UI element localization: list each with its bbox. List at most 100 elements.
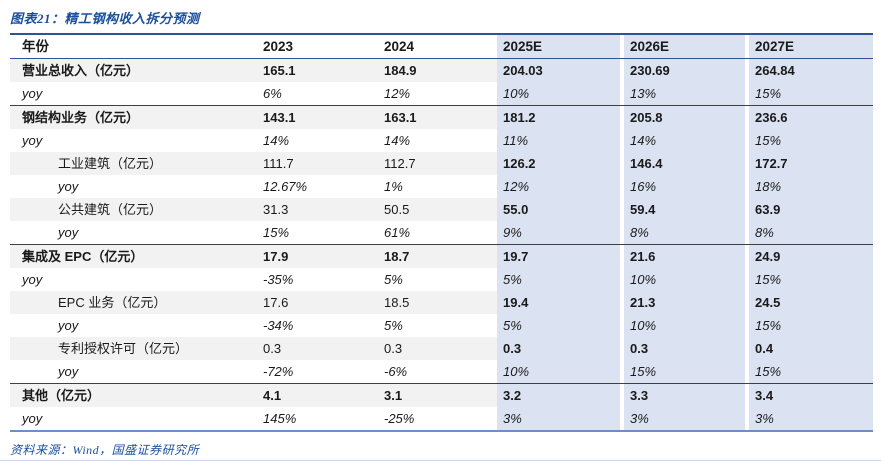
value-cell-2026E: 0.3: [624, 337, 749, 360]
row-label: yoy: [22, 86, 43, 101]
row-label: yoy: [22, 411, 43, 426]
value-cell-2027E: 236.6: [749, 106, 873, 129]
value-cell-2026E: 10%: [624, 314, 749, 337]
value-cell-2024: -6%: [384, 364, 408, 379]
value-cell-2026E: 21.3: [624, 291, 749, 314]
value-cell-2024: 14%: [384, 133, 411, 148]
value-cell-2026E: 230.69: [624, 59, 749, 82]
value-cell-2023: 15%: [263, 225, 290, 240]
table-row: yoy -35% 5% 5% 10% 15%: [10, 268, 873, 291]
value-cell-2024: 1%: [384, 179, 403, 194]
value-cell-2023: 145%: [263, 411, 297, 426]
table-row: 集成及 EPC（亿元） 17.9 18.7 19.7 21.6 24.9: [10, 244, 873, 268]
column-header-2026E: 2026E: [624, 35, 749, 58]
value-cell-2026E: 21.6: [624, 245, 749, 268]
value-cell-2027E: 24.5: [749, 291, 873, 314]
value-cell-2025E: 11%: [497, 129, 624, 152]
value-cell-2026E: 8%: [624, 221, 749, 244]
table-row: yoy 14% 14% 11% 14% 15%: [10, 129, 873, 152]
table-row: yoy 12.67% 1% 12% 16% 18%: [10, 175, 873, 198]
value-cell-2025E: 10%: [497, 82, 624, 105]
table-header-row: 年份 2023 2024 2025E 2026E 2027E: [10, 35, 873, 59]
value-cell-2025E: 5%: [497, 268, 624, 291]
column-header-2024: 2024: [383, 35, 497, 58]
value-cell-2027E: 15%: [749, 360, 873, 383]
column-header-2027E: 2027E: [749, 35, 873, 58]
value-cell-2025E: 3.2: [497, 384, 624, 407]
table-row: 公共建筑（亿元） 31.3 50.5 55.0 59.4 63.9: [10, 198, 873, 221]
value-cell-2024: 0.3: [383, 337, 497, 360]
row-label: 工业建筑（亿元）: [10, 152, 262, 175]
value-cell-2023: -72%: [263, 364, 294, 379]
table-row: yoy 15% 61% 9% 8% 8%: [10, 221, 873, 244]
source-note: 资料来源：Wind，国盛证券研究所: [10, 443, 200, 457]
value-cell-2023: 17.9: [262, 245, 383, 268]
row-label: yoy: [22, 272, 43, 287]
row-label: 营业总收入（亿元）: [10, 59, 262, 82]
table-row: yoy -72% -6% 10% 15% 15%: [10, 360, 873, 383]
value-cell-2026E: 59.4: [624, 198, 749, 221]
value-cell-2026E: 13%: [624, 82, 749, 105]
value-cell-2027E: 3%: [749, 407, 873, 430]
value-cell-2024: 61%: [384, 225, 411, 240]
page-bottom-rule: [0, 460, 881, 461]
table-row: 专利授权许可（亿元） 0.3 0.3 0.3 0.3 0.4: [10, 337, 873, 360]
table-row: yoy 6% 12% 10% 13% 15%: [10, 82, 873, 105]
row-label: 集成及 EPC（亿元）: [10, 245, 262, 268]
title-rule: [10, 33, 873, 35]
value-cell-2023: -35%: [263, 272, 294, 287]
row-label: 其他（亿元）: [10, 384, 262, 407]
row-label: EPC 业务（亿元）: [10, 291, 262, 314]
value-cell-2027E: 15%: [749, 82, 873, 105]
row-label: yoy: [58, 225, 79, 240]
table-row: yoy -34% 5% 5% 10% 15%: [10, 314, 873, 337]
value-cell-2025E: 12%: [497, 175, 624, 198]
table-row: 营业总收入（亿元） 165.1 184.9 204.03 230.69 264.84: [10, 59, 873, 82]
value-cell-2026E: 3.3: [624, 384, 749, 407]
value-cell-2024: 18.5: [383, 291, 497, 314]
table-row: 工业建筑（亿元） 111.7 112.7 126.2 146.4 172.7: [10, 152, 873, 175]
value-cell-2024: 184.9: [383, 59, 497, 82]
value-cell-2027E: 0.4: [749, 337, 873, 360]
row-label: 专利授权许可（亿元）: [10, 337, 262, 360]
value-cell-2024: -25%: [384, 411, 415, 426]
value-cell-2027E: 18%: [749, 175, 873, 198]
value-cell-2024: 12%: [384, 86, 411, 101]
value-cell-2025E: 204.03: [497, 59, 624, 82]
value-cell-2026E: 15%: [624, 360, 749, 383]
value-cell-2027E: 264.84: [749, 59, 873, 82]
value-cell-2025E: 19.4: [497, 291, 624, 314]
value-cell-2023: 12.67%: [263, 179, 308, 194]
value-cell-2024: 3.1: [383, 384, 497, 407]
value-cell-2024: 5%: [384, 272, 403, 287]
value-cell-2025E: 55.0: [497, 198, 624, 221]
value-cell-2023: 31.3: [262, 198, 383, 221]
value-cell-2025E: 19.7: [497, 245, 624, 268]
value-cell-2023: 111.7: [262, 152, 383, 175]
value-cell-2023: 4.1: [262, 384, 383, 407]
table-row: 其他（亿元） 4.1 3.1 3.2 3.3 3.4: [10, 383, 873, 407]
value-cell-2027E: 8%: [749, 221, 873, 244]
row-label: yoy: [22, 133, 43, 148]
value-cell-2026E: 146.4: [624, 152, 749, 175]
table-row: yoy 145% -25% 3% 3% 3%: [10, 407, 873, 432]
table-row: 钢结构业务（亿元） 143.1 163.1 181.2 205.8 236.6: [10, 105, 873, 129]
value-cell-2023: 14%: [263, 133, 290, 148]
value-cell-2024: 163.1: [383, 106, 497, 129]
year-column-header: 年份: [10, 35, 262, 58]
column-header-2025E: 2025E: [497, 35, 624, 58]
value-cell-2024: 50.5: [383, 198, 497, 221]
column-header-2023: 2023: [262, 35, 383, 58]
value-cell-2025E: 9%: [497, 221, 624, 244]
value-cell-2026E: 14%: [624, 129, 749, 152]
value-cell-2023: 0.3: [262, 337, 383, 360]
value-cell-2025E: 181.2: [497, 106, 624, 129]
value-cell-2025E: 3%: [497, 407, 624, 430]
table-row: EPC 业务（亿元） 17.6 18.5 19.4 21.3 24.5: [10, 291, 873, 314]
value-cell-2027E: 15%: [749, 129, 873, 152]
value-cell-2026E: 205.8: [624, 106, 749, 129]
value-cell-2025E: 10%: [497, 360, 624, 383]
value-cell-2024: 112.7: [383, 152, 497, 175]
value-cell-2026E: 16%: [624, 175, 749, 198]
